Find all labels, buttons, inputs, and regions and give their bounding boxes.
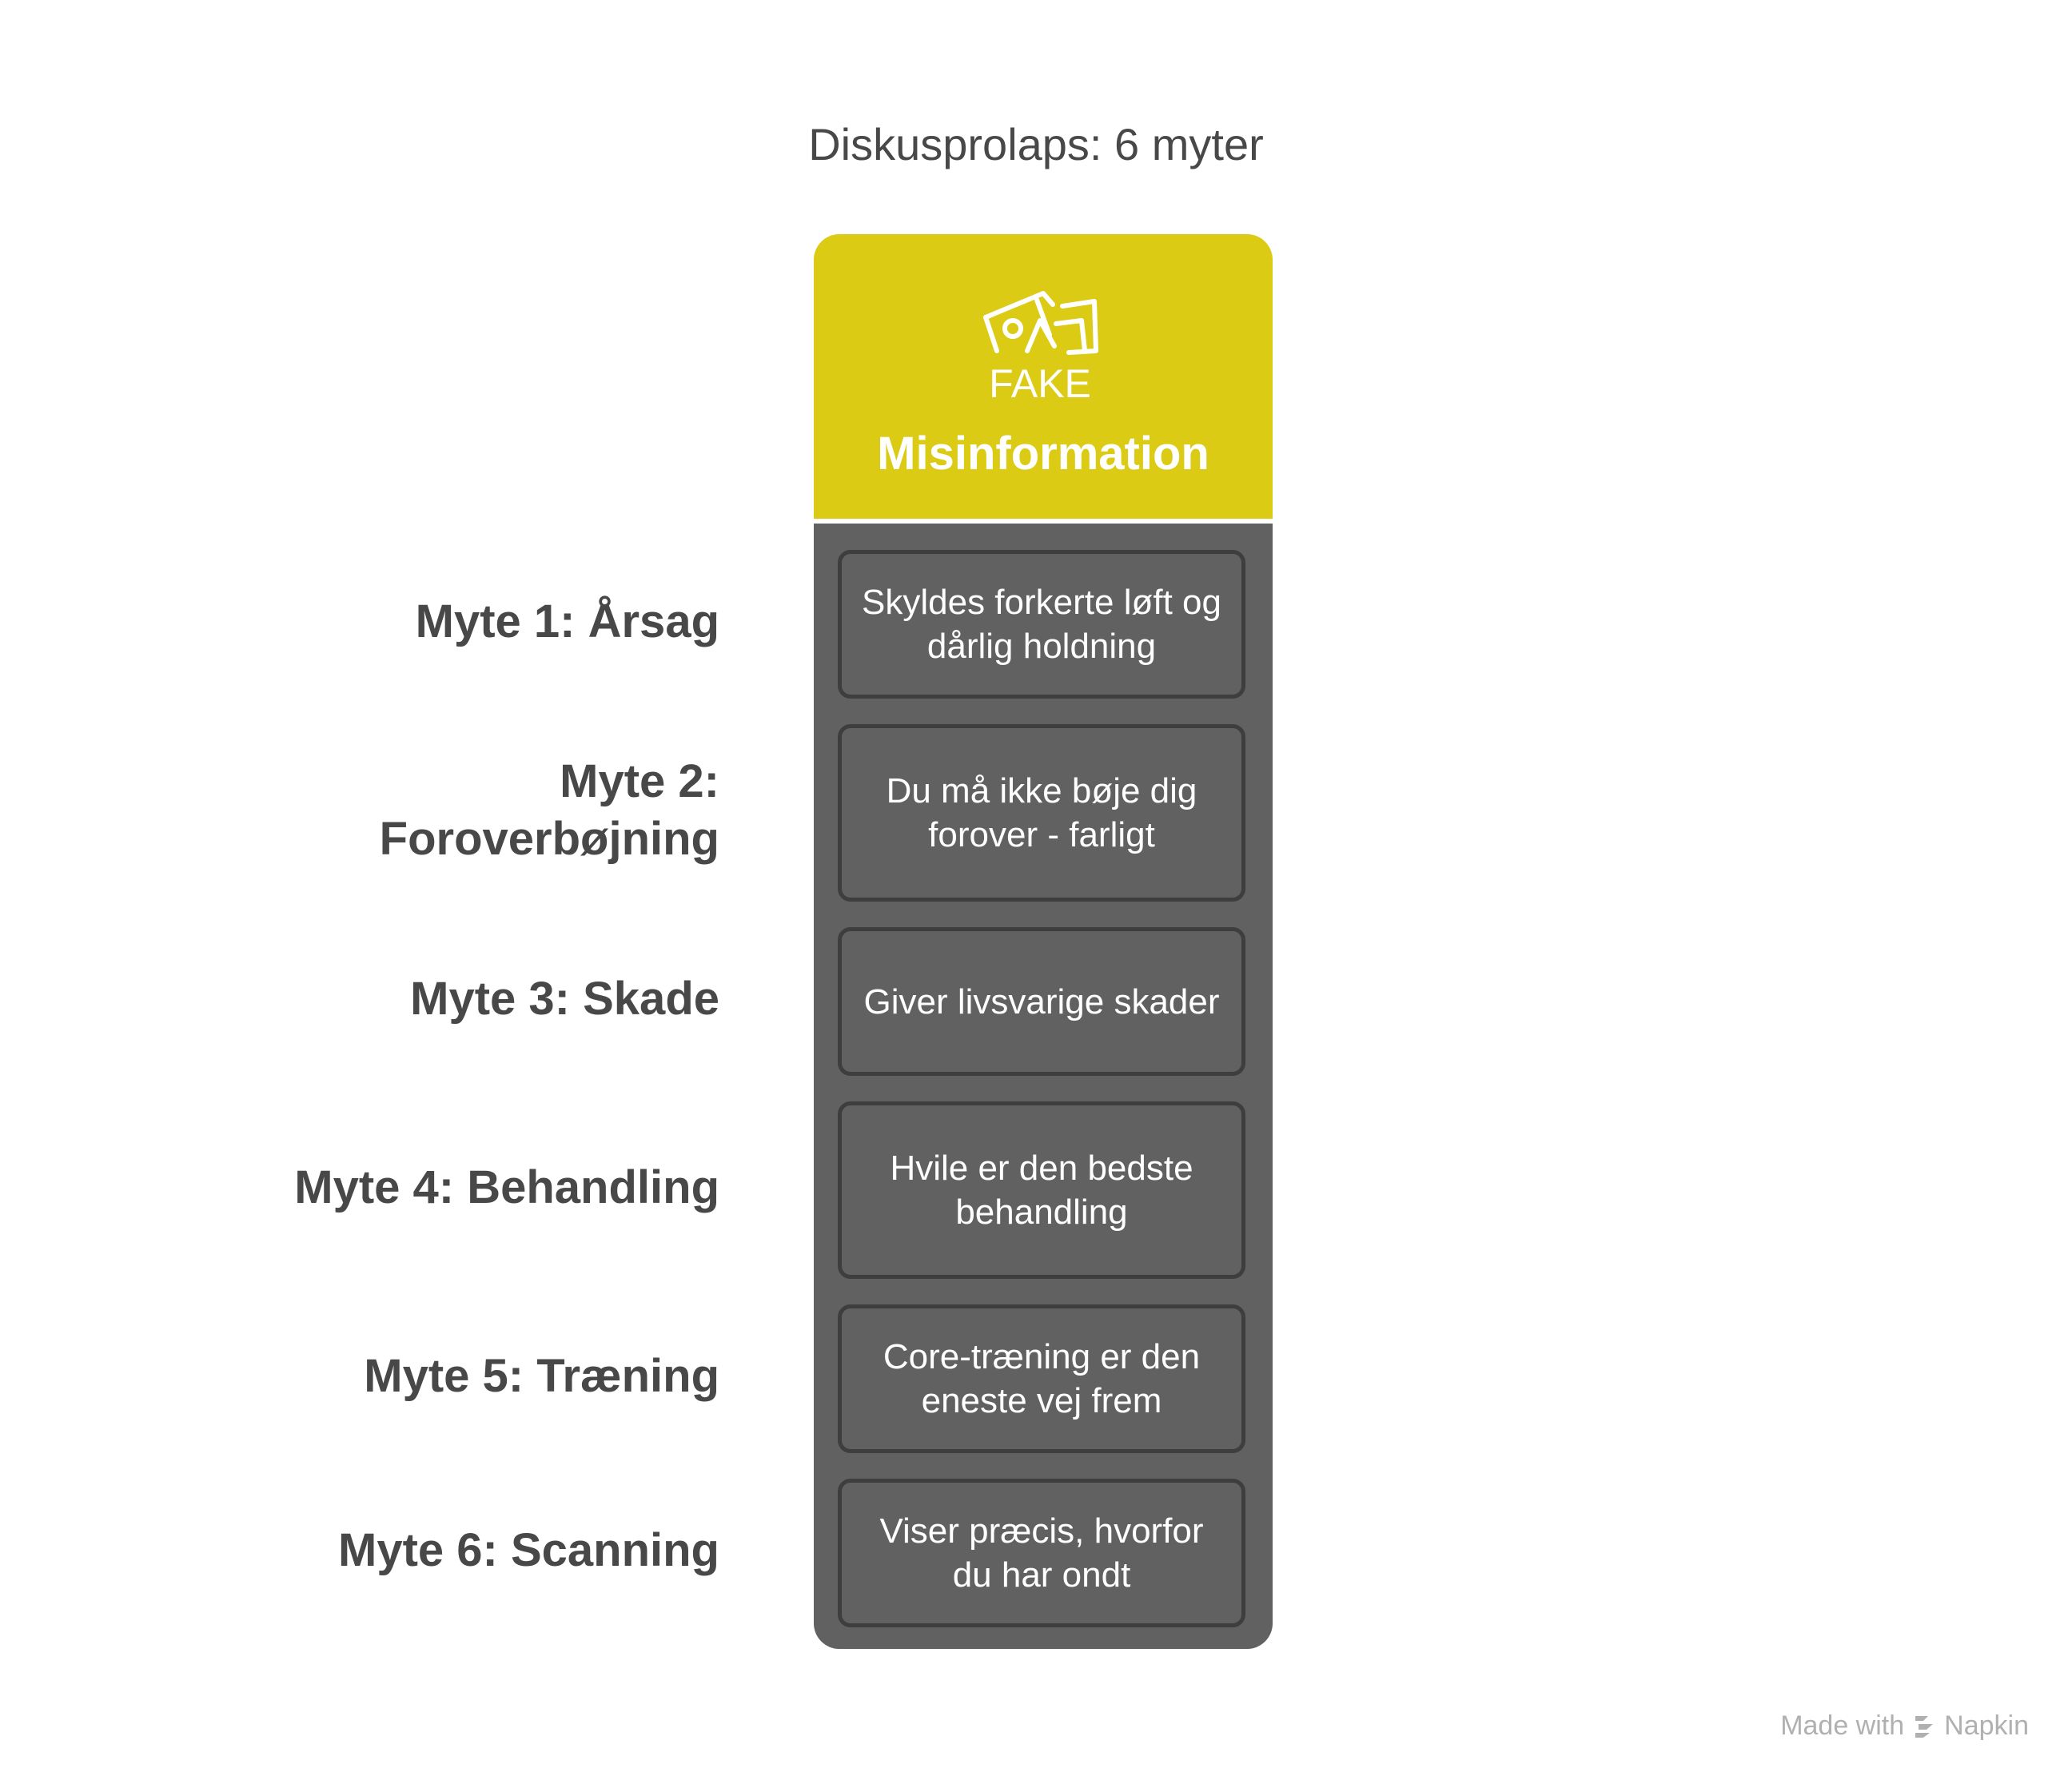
myth-box-5: Core-træning er den eneste vej frem xyxy=(838,1304,1245,1453)
napkin-logo-icon xyxy=(1915,1715,1934,1738)
myth-label-2: Myte 2: Foroverbøjning xyxy=(379,755,719,865)
myth-box-6: Viser præcis, hvorfor du har ondt xyxy=(838,1479,1245,1627)
page-title: Diskusprolaps: 6 myter xyxy=(808,119,1264,169)
myth-label-1: Myte 1: Årsag xyxy=(415,595,719,647)
napkin-credit: Made with Napkin xyxy=(1780,1710,2029,1742)
myth-box-4: Hvile er den bedste behandling xyxy=(838,1101,1245,1279)
credit-brand: Napkin xyxy=(1944,1710,2029,1741)
fake-news-icon: FAKE xyxy=(983,291,1098,406)
myth-label-5: Myte 5: Træning xyxy=(364,1350,719,1402)
credit-prefix: Made with xyxy=(1780,1710,1905,1741)
header-label: Misinformation xyxy=(877,428,1209,480)
myth-label-4: Myte 4: Behandling xyxy=(294,1161,719,1213)
myth-label-3: Myte 3: Skade xyxy=(410,973,719,1025)
myth-box-1: Skyldes forkerte løft og dårlig holdning xyxy=(838,550,1245,699)
myth-box-2: Du må ikke bøje dig forover - farligt xyxy=(838,724,1245,902)
fake-icon-text: FAKE xyxy=(989,361,1091,406)
misinformation-header: FAKE Misinformation xyxy=(814,234,1273,519)
myth-box-3: Giver livsvarige skader xyxy=(838,927,1245,1076)
myths-panel xyxy=(814,524,1273,1649)
myth-label-6: Myte 6: Scanning xyxy=(338,1524,719,1576)
